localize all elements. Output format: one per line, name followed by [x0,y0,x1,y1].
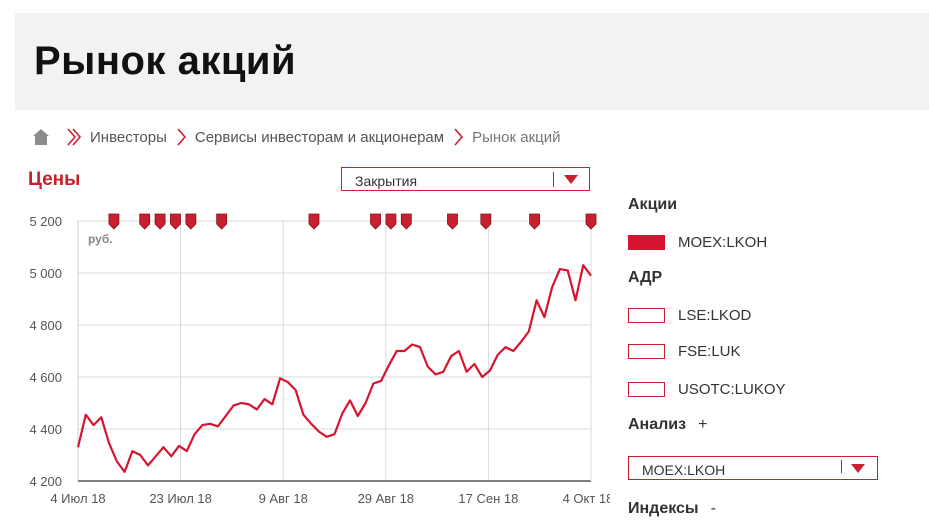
x-tick-label: 4 Июл 18 [50,491,105,506]
event-marker-icon [185,213,197,230]
x-tick-label: 29 Авг 18 [358,491,414,506]
legend-label: LSE:LKOD [678,307,752,324]
select-divider [841,460,842,473]
breadcrumb-current: Рынок акций [472,128,561,146]
caret-down-icon [564,175,578,184]
event-marker-icon [370,213,381,230]
home-icon[interactable] [32,128,50,146]
series-swatch [628,382,665,397]
chevron-right-icon [177,128,186,146]
series-line-moex-lkoh [76,264,592,473]
y-tick-label: 4 800 [29,318,62,333]
breadcrumb-item-services[interactable]: Сервисы инвесторам и акционерам [194,128,445,146]
legend-label: USOTC:LUKOY [678,381,786,398]
indices-heading: Индексы - [628,500,716,518]
event-marker-icon [170,213,181,230]
indices-heading-label: Индексы [628,500,699,517]
indices-toggle[interactable]: - [710,500,716,517]
event-marker-icon [529,213,540,230]
page-title: Рынок акций [34,39,297,83]
adr-heading: АДР [628,269,663,286]
y-tick-label: 4 600 [29,370,62,385]
analysis-heading: Анализ + [628,416,707,434]
event-marker-icon [308,213,320,230]
event-marker-icon [154,213,166,230]
select-divider [553,172,554,187]
event-marker-icon [139,213,151,230]
y-tick-label: 4 400 [29,422,62,437]
y-tick-label: 5 200 [29,214,62,229]
series-swatch [628,344,665,359]
series-swatch [628,235,665,250]
event-marker-icon [585,213,597,230]
x-tick-label: 17 Сен 18 [458,491,518,506]
prices-heading: Цены [28,169,81,190]
unit-label: руб. [88,232,113,246]
breadcrumb-item-investors[interactable]: Инвесторы [90,128,167,146]
legend-item-moex-lkoh[interactable]: MOEX:LKOH [628,234,767,251]
price-type-select[interactable]: Закрытия [341,167,590,191]
breadcrumb: Инвесторы Сервисы инвесторам и акционера… [32,126,561,148]
caret-down-icon [851,464,865,473]
legend-item-usotc-lukoy[interactable]: USOTC:LUKOY [628,381,786,398]
event-marker-icon [385,213,397,230]
shares-heading: Акции [628,196,678,213]
event-marker-icon [480,213,492,230]
analysis-toggle[interactable]: + [698,416,708,433]
x-tick-label: 23 Июл 18 [149,491,212,506]
price-type-value: Закрытия [355,173,418,189]
page-header: Рынок акций [15,13,929,110]
x-tick-label: 9 Авг 18 [259,491,308,506]
y-tick-label: 5 000 [29,266,62,281]
chevron-right-icon [454,128,464,146]
x-tick-label: 4 Окт 18 [563,491,610,506]
legend-label: FSE:LUK [678,343,741,360]
series-swatch [628,308,665,323]
y-tick-label: 4 200 [29,474,62,489]
chevron-right-icon [67,128,82,146]
event-marker-icon [108,213,120,230]
legend-label: MOEX:LKOH [678,234,768,251]
price-chart[interactable]: 4 200 4 400 4 600 4 800 5 000 5 200 4 Июл 18 23… [0,200,610,520]
event-marker-icon [216,213,228,230]
event-marker-icon [447,213,458,230]
analysis-heading-label: Анализ [628,416,687,433]
analysis-select-value: MOEX:LKOH [642,462,726,478]
legend-item-lse-lkod[interactable]: LSE:LKOD [628,307,751,324]
event-marker-icon [400,213,412,230]
analysis-select[interactable]: MOEX:LKOH [628,456,878,480]
legend-item-fse-luk[interactable]: FSE:LUK [628,343,741,360]
